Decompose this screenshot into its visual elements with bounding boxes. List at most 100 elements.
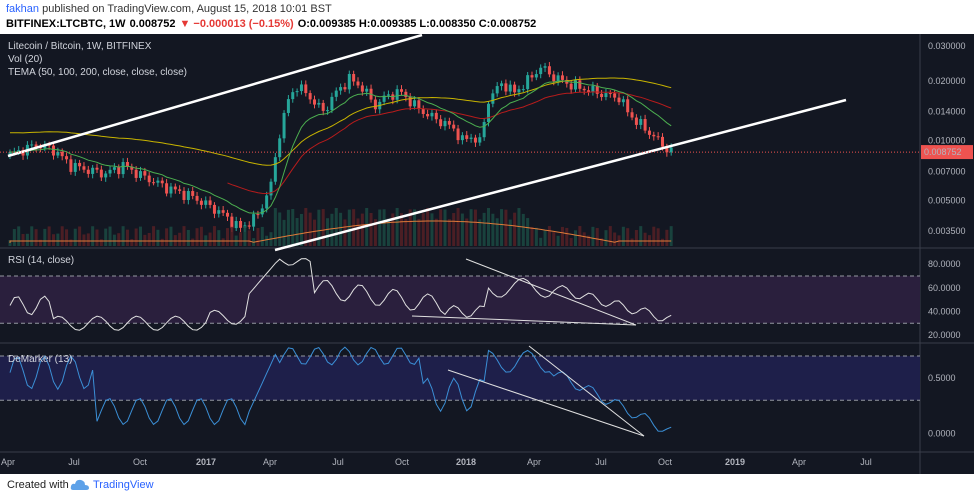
volume-bar <box>273 208 277 246</box>
volume-bar <box>621 226 625 246</box>
volume-bar <box>565 227 569 246</box>
demarker-band-fill <box>0 356 920 401</box>
demarker-label: DeMarker (13) <box>8 354 72 365</box>
candle-body <box>43 144 47 149</box>
candle-body <box>365 88 369 92</box>
candle-body <box>339 87 343 91</box>
candle-body <box>426 113 430 117</box>
candle-body <box>204 200 208 205</box>
candle-body <box>178 189 182 191</box>
candle-body <box>473 137 477 143</box>
candle-body <box>221 210 225 213</box>
candle-body <box>199 200 203 205</box>
candle-body <box>17 150 21 152</box>
candle-body <box>469 137 473 139</box>
candle-body <box>52 145 55 156</box>
candle-body <box>460 135 464 141</box>
volume-bar <box>95 229 99 246</box>
volume-bar <box>47 226 51 246</box>
x-tick-label: 2018 <box>456 457 476 467</box>
volume-bar <box>634 230 638 246</box>
x-tick-label: 2019 <box>725 457 745 467</box>
candle-body <box>56 151 60 156</box>
volume-bar <box>347 209 351 246</box>
candle-body <box>139 171 142 178</box>
volume-bar <box>386 218 390 246</box>
symbol-label: BITFINEX:LTCBTC, 1W <box>6 18 126 30</box>
candle-body <box>121 162 125 175</box>
tradingview-brand-link[interactable]: TradingView <box>93 479 154 491</box>
volume-bar <box>539 237 543 246</box>
x-tick-label: Apr <box>263 457 277 467</box>
upper-trendline <box>7 34 423 158</box>
candle-body <box>212 204 216 214</box>
volume-bar <box>143 234 147 246</box>
volume-bar <box>378 209 382 246</box>
candle-body <box>156 180 160 183</box>
volume-bar <box>295 217 299 246</box>
volume-bar <box>587 235 591 246</box>
rsi-tick-label: 20.0000 <box>928 330 961 340</box>
volume-bar <box>526 218 530 246</box>
volume-bar <box>299 213 303 246</box>
volume-bar <box>413 209 417 246</box>
volume-bar <box>552 232 556 246</box>
volume-bar <box>191 238 195 246</box>
publish-header: fakhan published on TradingView.com, Aug… <box>0 0 974 34</box>
volume-bar <box>25 233 29 246</box>
candle-body <box>621 99 625 103</box>
chart-area[interactable]: 0.008752 0.030000 0.020000 0.014000 0.010000… <box>0 34 974 474</box>
volume-bar <box>308 212 312 246</box>
volume-bar <box>556 235 560 246</box>
volume-bar <box>186 229 190 246</box>
candle-body <box>91 167 95 174</box>
candle-body <box>73 162 77 172</box>
volume-bar <box>21 234 25 246</box>
candle-body <box>60 151 64 157</box>
candle-body <box>252 214 256 227</box>
volume-bar <box>286 209 290 246</box>
candle-body <box>578 80 582 89</box>
candle-body <box>265 195 269 209</box>
candle-body <box>86 169 90 174</box>
demarker-resistance-line <box>528 345 645 437</box>
volume-bar <box>78 226 82 246</box>
volume-bar <box>104 228 108 246</box>
candle-body <box>108 169 112 174</box>
candle-body <box>286 99 290 113</box>
candle-body <box>617 97 621 103</box>
demarker-tick-label: 0.0000 <box>928 428 956 438</box>
volume-bar <box>487 208 490 246</box>
candle-body <box>82 166 86 170</box>
x-tick-label: Jul <box>595 457 607 467</box>
candle-body <box>304 84 308 94</box>
candle-body <box>582 88 586 91</box>
volume-bar <box>121 226 125 246</box>
candle-body <box>560 75 564 80</box>
x-tick-label: 2017 <box>196 457 216 467</box>
candle-body <box>130 166 134 170</box>
price-tick-label: 0.010000 <box>928 136 966 146</box>
candle-body <box>656 136 660 138</box>
volume-bar <box>317 209 321 246</box>
candle-body <box>404 91 408 97</box>
volume-bar <box>265 235 269 246</box>
demarker-line <box>9 346 672 432</box>
created-with-text: Created with <box>7 479 69 491</box>
candle-body <box>217 210 221 214</box>
candle-body <box>386 94 390 96</box>
volume-bar <box>408 209 412 246</box>
x-tick-label: Apr <box>1 457 15 467</box>
price-tick-label: 0.007000 <box>928 166 966 176</box>
price-chart[interactable]: 0.008752 0.030000 0.020000 0.014000 0.010000… <box>0 34 974 474</box>
volume-bar <box>595 228 599 246</box>
volume-bar <box>530 227 534 246</box>
volume-bar <box>134 228 138 246</box>
candle-body <box>630 112 634 118</box>
candle-body <box>186 191 190 200</box>
x-tick-label: Jul <box>68 457 80 467</box>
candle-body <box>665 146 669 153</box>
author-link[interactable]: fakhan <box>6 3 40 15</box>
volume-bar <box>508 219 512 246</box>
volume-bar <box>521 213 525 246</box>
